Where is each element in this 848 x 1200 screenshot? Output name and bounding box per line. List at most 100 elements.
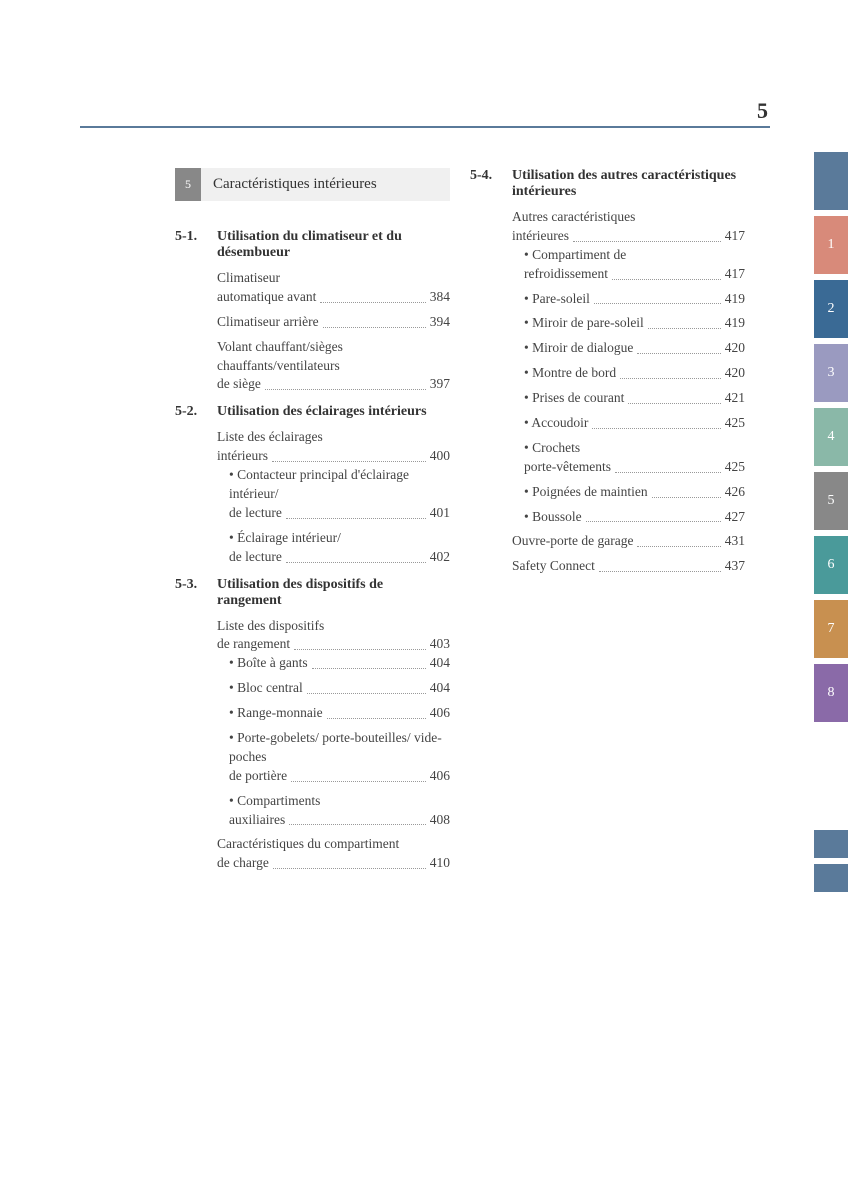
section-title: Utilisation des éclairages intérieurs bbox=[217, 404, 450, 420]
side-tab[interactable]: 3 bbox=[814, 344, 848, 402]
leader-dots bbox=[286, 562, 426, 563]
toc-entry: Liste des dispositifsde rangement403• Bo… bbox=[217, 617, 450, 830]
toc-sub-entry: • Éclairage intérieur/de lecture 402 bbox=[229, 529, 450, 567]
section-number: 5-1. bbox=[175, 229, 217, 245]
side-tab[interactable]: 5 bbox=[814, 472, 848, 530]
entry-label: intérieures bbox=[512, 227, 569, 246]
entry-label: • Pare-soleil bbox=[524, 290, 590, 309]
side-tab[interactable]: 8 bbox=[814, 664, 848, 722]
entry-page: 397 bbox=[430, 375, 450, 394]
section-number: 5-4. bbox=[470, 168, 512, 184]
entry-page: 403 bbox=[430, 635, 450, 654]
entry-label: porte-vêtements bbox=[524, 458, 611, 477]
chapter-number: 5 bbox=[175, 168, 201, 201]
entries: Liste des éclairagesintérieurs400• Conta… bbox=[175, 428, 450, 566]
leader-dots bbox=[586, 521, 721, 522]
entries: Liste des dispositifsde rangement403• Bo… bbox=[175, 617, 450, 874]
toc-section: 5-4.Utilisation des autres caractéristiq… bbox=[470, 168, 745, 576]
section-number: 5-3. bbox=[175, 577, 217, 593]
entry-page: 419 bbox=[725, 290, 745, 309]
entry-page: 394 bbox=[430, 313, 450, 332]
entry-label-line: Autres caractéristiques bbox=[512, 208, 745, 227]
entry-page: 420 bbox=[725, 364, 745, 383]
header-rule bbox=[80, 126, 770, 128]
leader-dots bbox=[327, 718, 426, 719]
entry-label: auxiliaires bbox=[229, 811, 285, 830]
leader-dots bbox=[648, 328, 721, 329]
side-tab[interactable] bbox=[814, 152, 848, 210]
leader-dots bbox=[272, 461, 426, 462]
entry-label: de lecture bbox=[229, 548, 282, 567]
toc-sub-entry: • Boussole427 bbox=[524, 508, 745, 527]
entry-label: • Poignées de maintien bbox=[524, 483, 648, 502]
toc-sub-entry: • Crochetsporte-vêtements 425 bbox=[524, 439, 745, 477]
entry-page: 421 bbox=[725, 389, 745, 408]
toc-entry: Caractéristiques du compartimentde charg… bbox=[217, 835, 450, 873]
leader-dots bbox=[320, 302, 425, 303]
entry-page: 401 bbox=[430, 504, 450, 523]
leader-dots bbox=[307, 693, 426, 694]
leader-dots bbox=[294, 649, 426, 650]
toc-sub-entry: • Bloc central404 bbox=[229, 679, 450, 698]
entry-label: de portière bbox=[229, 767, 287, 786]
left-column: 5 Caractéristiques intérieures 5-1.Utili… bbox=[175, 168, 450, 883]
toc-entry: Ouvre-porte de garage431 bbox=[512, 532, 745, 551]
side-tab[interactable]: 2 bbox=[814, 280, 848, 338]
entry-page: 408 bbox=[430, 811, 450, 830]
entry-label-line: • Compartiment de bbox=[524, 246, 745, 265]
entry-label-line: • Porte-gobelets/ porte-bouteilles/ vide… bbox=[229, 729, 450, 767]
toc-section: 5-2.Utilisation des éclairages intérieur… bbox=[175, 404, 450, 566]
entry-page: 425 bbox=[725, 414, 745, 433]
side-tab[interactable]: 1 bbox=[814, 216, 848, 274]
leader-dots bbox=[573, 241, 721, 242]
leader-dots bbox=[592, 428, 720, 429]
sub-entries: • Compartiment derefroidissement417• Par… bbox=[512, 246, 745, 527]
section-header: 5-1.Utilisation du climatiseur et du dés… bbox=[175, 229, 450, 261]
leader-dots bbox=[637, 546, 720, 547]
entry-page: 425 bbox=[725, 458, 745, 477]
entries: Climatiseurautomatique avant384Climatise… bbox=[175, 269, 450, 394]
leader-dots bbox=[291, 781, 426, 782]
toc-entry: Climatiseur arrière394 bbox=[217, 313, 450, 332]
leader-dots bbox=[615, 472, 721, 473]
entry-label-line: • Crochets bbox=[524, 439, 745, 458]
leader-dots bbox=[628, 403, 720, 404]
toc-sub-entry: • Compartimentsauxiliaires408 bbox=[229, 792, 450, 830]
entry-label: de rangement bbox=[217, 635, 290, 654]
leader-dots bbox=[323, 327, 426, 328]
toc-section: 5-1.Utilisation du climatiseur et du dés… bbox=[175, 229, 450, 394]
entry-page: 417 bbox=[725, 227, 745, 246]
toc-sub-entry: • Miroir de pare-soleil419 bbox=[524, 314, 745, 333]
toc-sub-entry: • Poignées de maintien426 bbox=[524, 483, 745, 502]
toc-sub-entry: • Contacteur principal d'éclairage intér… bbox=[229, 466, 450, 523]
toc-sub-entry: • Boîte à gants 404 bbox=[229, 654, 450, 673]
leader-dots bbox=[612, 279, 721, 280]
toc-section: 5-3.Utilisation des dispositifs de range… bbox=[175, 577, 450, 874]
entry-label-line: • Contacteur principal d'éclairage intér… bbox=[229, 466, 450, 504]
section-header: 5-2.Utilisation des éclairages intérieur… bbox=[175, 404, 450, 420]
entry-label: refroidissement bbox=[524, 265, 608, 284]
side-tab-extra bbox=[814, 830, 848, 858]
entry-label: • Boîte à gants bbox=[229, 654, 308, 673]
entry-label-line: Caractéristiques du compartiment bbox=[217, 835, 450, 854]
entry-page: 402 bbox=[430, 548, 450, 567]
side-tab[interactable]: 7 bbox=[814, 600, 848, 658]
section-title: Utilisation des dispositifs de rangement bbox=[217, 577, 450, 609]
entry-page: 404 bbox=[430, 654, 450, 673]
leader-dots bbox=[594, 303, 721, 304]
section-header: 5-3.Utilisation des dispositifs de range… bbox=[175, 577, 450, 609]
side-tab-extra bbox=[814, 864, 848, 892]
leader-dots bbox=[652, 497, 721, 498]
chapter-box: 5 Caractéristiques intérieures bbox=[175, 168, 450, 201]
right-column: 5-4.Utilisation des autres caractéristiq… bbox=[470, 168, 745, 883]
side-tab[interactable]: 6 bbox=[814, 536, 848, 594]
leader-dots bbox=[273, 868, 426, 869]
entry-label-line: • Éclairage intérieur/ bbox=[229, 529, 450, 548]
section-number: 5-2. bbox=[175, 404, 217, 420]
side-tab[interactable]: 4 bbox=[814, 408, 848, 466]
leader-dots bbox=[312, 668, 426, 669]
section-title: Utilisation des autres caractéristiques … bbox=[512, 168, 745, 200]
entry-page: 406 bbox=[430, 704, 450, 723]
entry-page: 437 bbox=[725, 557, 745, 576]
entry-page: 420 bbox=[725, 339, 745, 358]
